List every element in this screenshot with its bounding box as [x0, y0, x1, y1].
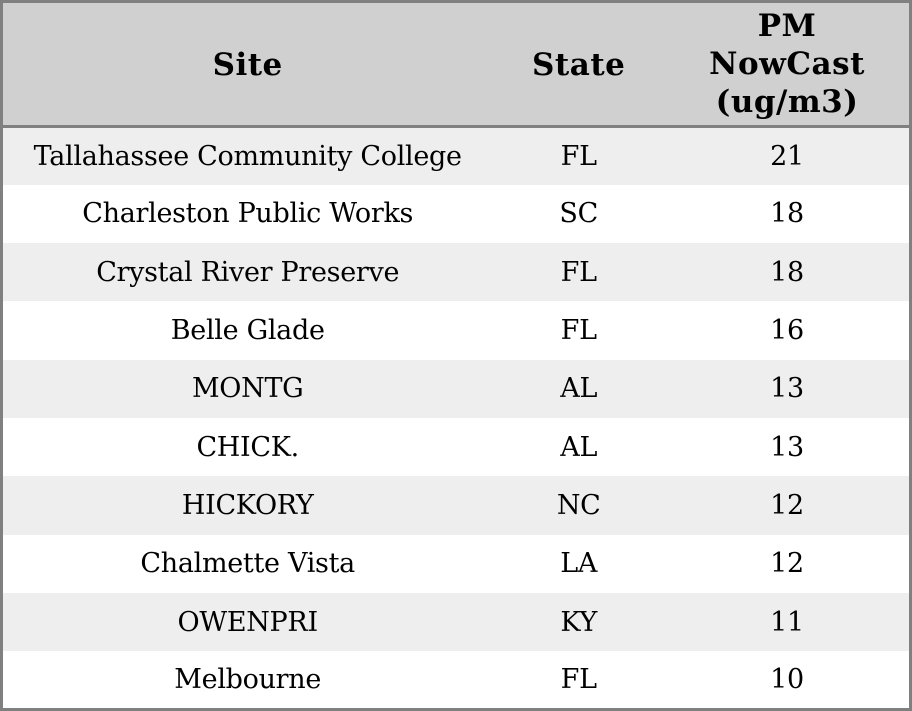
pm-value-cell: 11: [770, 606, 804, 638]
state-cell: FL: [560, 664, 597, 696]
table-row: CHICK. AL 13: [1, 417, 911, 477]
state-cell: KY: [560, 606, 598, 638]
column-header-state: State: [492, 1, 666, 128]
pm-value-cell: 13: [770, 431, 804, 463]
table-row: Charleston Public Works SC 18: [1, 184, 911, 244]
table-body: Tallahassee Community College FL 21 Char…: [1, 126, 911, 710]
site-cell: MONTG: [191, 373, 304, 405]
table-row: Chalmette Vista LA 12: [1, 534, 911, 593]
site-cell: Charleston Public Works: [82, 198, 414, 230]
table-row: Melbourne FL 10: [1, 651, 911, 710]
pm-value-cell: 12: [770, 489, 804, 521]
site-cell: CHICK.: [196, 431, 299, 463]
table-header: Site State PM NowCast (ug/m3): [1, 1, 911, 128]
site-cell: Crystal River Preserve: [96, 256, 400, 288]
state-cell: AL: [560, 431, 598, 463]
pm-value-cell: 16: [770, 315, 804, 347]
state-cell: AL: [560, 373, 598, 405]
pm-value-cell: 18: [770, 198, 804, 230]
pm-value-cell: 12: [770, 548, 804, 580]
table-row: MONTG AL 13: [1, 359, 911, 418]
state-cell: LA: [560, 548, 598, 580]
table-row: OWENPRI KY 11: [1, 592, 911, 652]
column-header-site: Site: [1, 1, 493, 128]
table-row: Crystal River Preserve FL 18: [1, 243, 911, 302]
pm-value-cell: 21: [770, 140, 804, 172]
site-cell: Chalmette Vista: [140, 548, 355, 580]
site-cell: HICKORY: [181, 489, 314, 521]
table-row: Tallahassee Community College FL 21: [1, 126, 911, 185]
site-cell: OWENPRI: [177, 606, 319, 638]
pm-value-cell: 13: [770, 373, 804, 405]
state-cell: FL: [560, 140, 597, 172]
column-header-pm-nowcast-label: PM NowCast (ug/m3): [709, 8, 865, 120]
pm-value-cell: 18: [770, 256, 804, 288]
site-cell: Tallahassee Community College: [33, 140, 462, 172]
header-row: Site State PM NowCast (ug/m3): [1, 1, 911, 128]
table-row: HICKORY NC 12: [1, 476, 911, 535]
state-cell: NC: [556, 489, 601, 521]
state-cell: FL: [560, 315, 597, 347]
state-cell: FL: [560, 256, 597, 288]
pm-value-cell: 10: [770, 664, 804, 696]
table-row: Belle Glade FL 16: [1, 301, 911, 360]
site-cell: Belle Glade: [170, 315, 325, 347]
column-header-pm-nowcast: PM NowCast (ug/m3): [665, 1, 911, 128]
site-cell: Melbourne: [174, 664, 322, 696]
state-cell: SC: [559, 198, 598, 230]
column-header-state-label: State: [532, 46, 626, 83]
column-header-site-label: Site: [212, 46, 283, 83]
